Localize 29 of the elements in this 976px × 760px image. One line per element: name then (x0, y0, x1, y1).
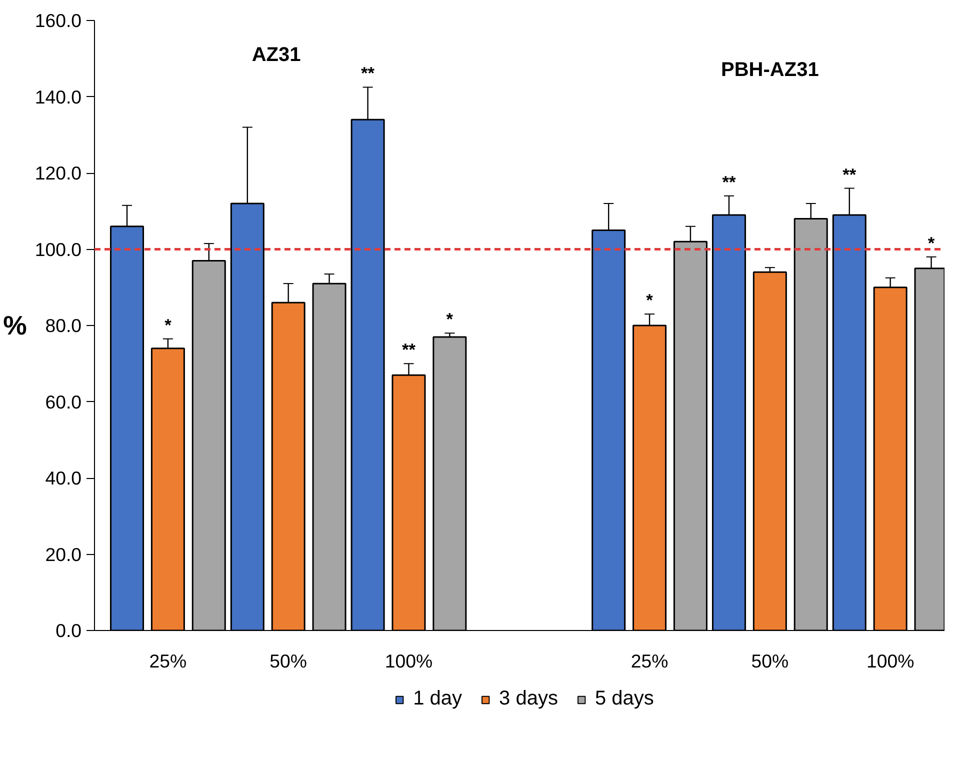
annotation: ** (402, 340, 416, 360)
x-tick-label: 25% (630, 650, 668, 672)
legend-label: 5 days (594, 688, 654, 710)
annotation: ** (722, 172, 736, 192)
annotation: * (164, 314, 172, 335)
y-axis-title: % (3, 310, 27, 340)
y-tick-label: 20.0 (45, 544, 82, 565)
y-tick-label: 40.0 (45, 468, 82, 488)
legend-label: 3 days (499, 688, 558, 710)
y-tick-label: 160.0 (34, 10, 82, 31)
y-tick-label: 80.0 (45, 315, 82, 336)
x-tick-label: 50% (751, 650, 789, 672)
x-tick-label: 100% (384, 650, 433, 672)
y-tick-label: 120.0 (34, 162, 82, 184)
x-tick-label: 25% (149, 650, 187, 672)
y-tick-label: 60.0 (45, 391, 82, 412)
annotation: PBH-AZ31 (721, 59, 819, 82)
annotation: * (446, 309, 454, 330)
legend-label: 1 day (413, 688, 462, 710)
annotation: * (928, 232, 935, 253)
annotation: * (646, 290, 654, 310)
x-tick-label: 100% (866, 650, 914, 672)
y-tick-label: 0.0 (56, 620, 82, 641)
x-tick-label: 50% (270, 650, 308, 672)
y-tick-label: 100.0 (34, 238, 82, 260)
annotation: AZ31 (252, 44, 301, 66)
annotation: ** (842, 164, 856, 184)
y-tick-label: 140.0 (34, 86, 82, 108)
annotation: ** (361, 63, 375, 84)
